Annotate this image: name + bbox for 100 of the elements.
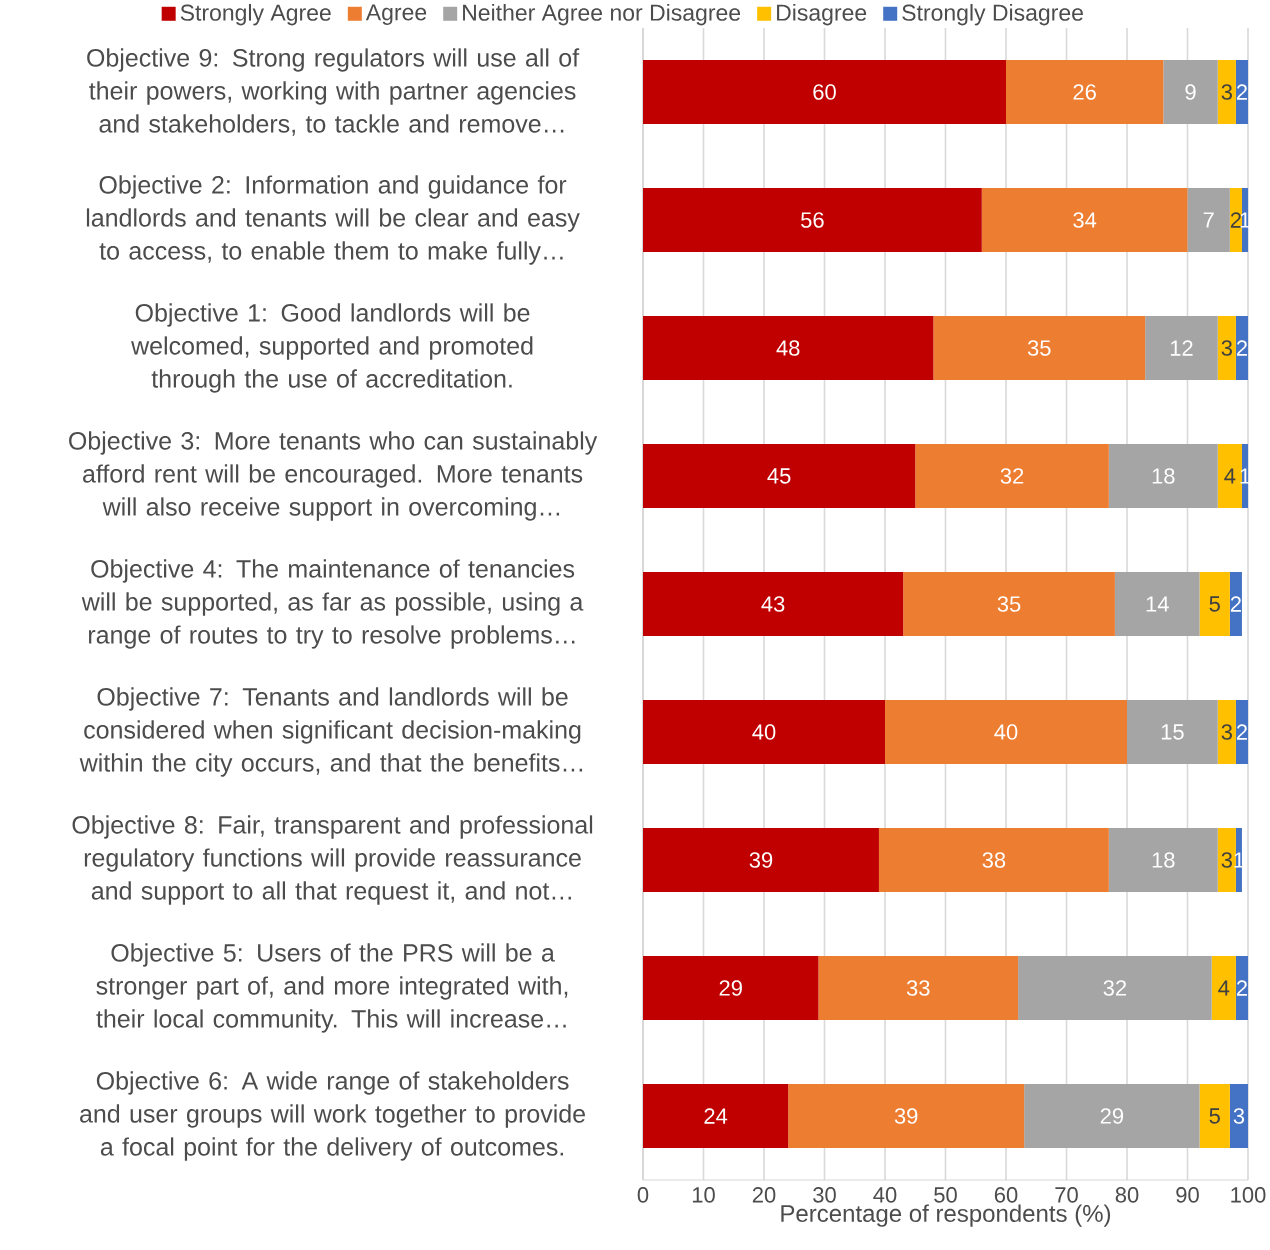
bar	[1217, 700, 1236, 765]
data-label: 2	[1230, 596, 1241, 612]
data-label: 24	[704, 1108, 728, 1124]
bar	[1217, 60, 1236, 125]
bar	[1163, 60, 1218, 125]
bar	[915, 444, 1109, 509]
bar	[643, 188, 982, 253]
bar	[1024, 1084, 1200, 1149]
data-label: 35	[1027, 340, 1051, 356]
bar	[1018, 956, 1212, 1021]
bar	[903, 572, 1115, 637]
legend-label: Agree	[365, 4, 427, 25]
x-tick-label: 80	[1115, 1187, 1139, 1203]
data-label: 2	[1236, 724, 1247, 740]
data-label: 2	[1236, 340, 1247, 356]
x-tick-label: 10	[692, 1187, 715, 1203]
x-tick-label: 70	[1055, 1187, 1078, 1203]
data-label: 43	[761, 596, 785, 612]
data-label: 7	[1203, 212, 1214, 228]
y-tick-label: Objective 1: Good landlords will be welcomed, supported and promoted through the use of accreditation.	[131, 303, 533, 393]
y-tick-label: Objective 5: Users of the PRS will be a stronger part of, and more integrated with, their local community. This will increase…	[96, 943, 568, 1033]
x-tick-label: 0	[637, 1187, 649, 1203]
bar	[1127, 700, 1218, 765]
data-label: 3	[1221, 724, 1232, 740]
data-label: 45	[767, 468, 791, 484]
bar	[1217, 444, 1242, 509]
y-tick-label: Objective 6: A wide range of stakeholders and user groups will work together to provide a focal point for the delivery of outcomes.	[80, 1071, 585, 1161]
x-tick-label: 40	[873, 1187, 897, 1203]
data-label: 60	[813, 84, 836, 100]
legend-label: Strongly Agree	[180, 3, 331, 26]
data-label: 3	[1233, 1108, 1245, 1124]
bar	[1114, 572, 1200, 637]
y-tick-label: Objective 2: Information and guidance for landlords and tenants will be clear and easy to access, to enable them to make fully…	[86, 175, 580, 265]
y-tick-label: Objective 3: More tenants who can sustainably afford rent will be encouraged. More tenants will also receive support in overcoming…	[69, 431, 598, 521]
bar	[643, 316, 934, 381]
data-label: 2	[1236, 980, 1247, 996]
legend-label: Strongly Disagree	[902, 3, 1083, 26]
bar	[981, 188, 1188, 253]
data-label: 4	[1218, 980, 1230, 996]
data-label: 29	[1100, 1108, 1124, 1124]
data-label: 18	[1152, 852, 1175, 868]
data-label: 3	[1221, 340, 1232, 356]
data-label: 5	[1209, 1108, 1220, 1124]
bar	[1217, 316, 1236, 381]
data-label: 2	[1236, 84, 1247, 100]
bar	[1006, 60, 1164, 125]
bar	[1199, 1084, 1230, 1149]
data-label: 40	[752, 724, 776, 740]
data-label: 39	[749, 852, 773, 868]
data-label: 56	[801, 212, 824, 228]
bar	[1229, 572, 1242, 637]
x-tick-label: 20	[752, 1187, 776, 1203]
data-label: 9	[1185, 84, 1196, 100]
data-label: 26	[1073, 84, 1096, 100]
data-label: 3	[1221, 852, 1232, 868]
bar	[643, 572, 904, 637]
legend-label: Neither Agree nor Disagree	[463, 3, 741, 26]
bar	[1199, 572, 1230, 637]
bar	[885, 700, 1127, 765]
bar	[1187, 188, 1230, 253]
bar	[1211, 956, 1236, 1021]
x-tick-label: 100	[1231, 1187, 1266, 1203]
data-label: 12	[1170, 340, 1193, 356]
y-tick-label: Objective 8: Fair, transparent and professional regulatory functions will provide reassurance and support to all that request it, and not…	[72, 815, 593, 905]
data-label: 33	[906, 980, 930, 996]
x-tick-label: 90	[1176, 1187, 1199, 1203]
data-label: 5	[1209, 596, 1220, 612]
data-label: 14	[1146, 596, 1169, 612]
bar	[643, 828, 879, 893]
bar	[643, 956, 819, 1021]
bar	[1108, 444, 1218, 509]
x-tick-label: 30	[813, 1187, 836, 1203]
bar	[643, 1084, 789, 1149]
data-label: 48	[776, 340, 800, 356]
data-label: 15	[1161, 724, 1184, 740]
data-label: 3	[1221, 84, 1232, 100]
data-label: 35	[997, 596, 1021, 612]
x-axis-title: Percentage of respondents (%)	[781, 1204, 1111, 1227]
data-label: 32	[1103, 980, 1127, 996]
y-tick-label: Objective 9: Strong regulators will use all of their powers, working with partner agencies and stakeholders, to tackle and remove…	[87, 48, 580, 136]
data-label: 40	[994, 724, 1018, 740]
bar	[1145, 316, 1218, 381]
y-tick-label: Objective 7: Tenants and landlords will be considered when significant decision-making within the city occurs, and that the benefits…	[79, 687, 583, 777]
data-label: 2	[1230, 212, 1241, 228]
data-label: 4	[1224, 468, 1236, 484]
bar	[643, 444, 916, 509]
bar	[1108, 828, 1218, 893]
x-tick-label: 60	[994, 1187, 1018, 1203]
bar	[878, 828, 1109, 893]
data-label: 38	[982, 852, 1006, 868]
bar	[788, 1084, 1025, 1149]
bar	[1229, 188, 1242, 253]
data-label: 39	[894, 1108, 918, 1124]
bar	[643, 60, 1006, 125]
legend-label: Disagree	[777, 3, 867, 26]
data-label: 29	[719, 980, 742, 996]
bar	[818, 956, 1019, 1021]
y-tick-label: Objective 4: The maintenance of tenancies will be supported, as far as possible, using a range of routes to try to resolve problems…	[81, 559, 584, 649]
x-tick-label: 50	[934, 1187, 957, 1203]
data-label: 18	[1152, 468, 1175, 484]
